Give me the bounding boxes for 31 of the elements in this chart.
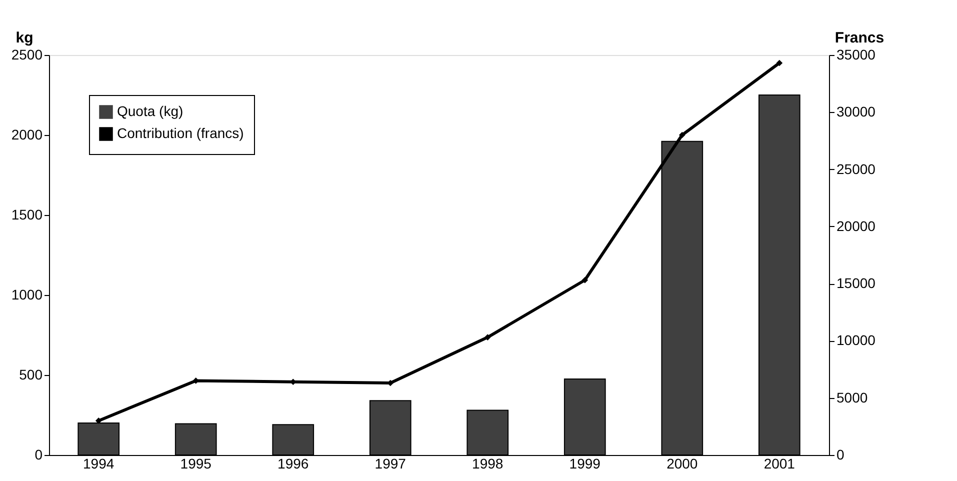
- y-tick-label: 500: [19, 366, 43, 382]
- y-axis-title: kg: [16, 30, 34, 46]
- y2-tick-label: 25000: [836, 160, 876, 177]
- point: [582, 276, 588, 284]
- y2-tick-label: 20000: [836, 218, 876, 234]
- x-tick-label: 1999: [569, 456, 601, 472]
- y-tick-label: 1000: [11, 286, 43, 302]
- y-tick-label: 1500: [11, 206, 43, 222]
- x-tick-label: 1995: [180, 456, 212, 472]
- point: [484, 334, 491, 340]
- y2-tick-label: 0: [836, 446, 844, 462]
- point: [95, 418, 102, 424]
- y2-tick-label: 35000: [836, 46, 876, 62]
- y-tick-label: 2500: [11, 46, 43, 62]
- y2-tick-label: 10000: [836, 332, 876, 348]
- legend-label: Contribution (francs): [117, 125, 244, 141]
- y-tick-label: 2000: [11, 126, 43, 142]
- point: [776, 60, 783, 66]
- x-tick-label: 1998: [472, 456, 504, 472]
- x-tick-label: 2001: [764, 456, 796, 472]
- y2-tick-label: 15000: [836, 275, 876, 292]
- x-tick-label: 1996: [278, 456, 309, 472]
- x-tick-label: 1997: [374, 456, 406, 472]
- legend-label: Quota (kg): [117, 103, 184, 119]
- point: [678, 132, 686, 138]
- x-tick-label: 1994: [83, 456, 114, 472]
- y2-tick-label: 5000: [836, 389, 868, 406]
- y-tick-label: 0: [34, 446, 43, 462]
- x-tick-label: 2000: [666, 456, 698, 472]
- y2-axis-title: Francs: [834, 30, 884, 46]
- y2-tick-label: 30000: [836, 104, 876, 120]
